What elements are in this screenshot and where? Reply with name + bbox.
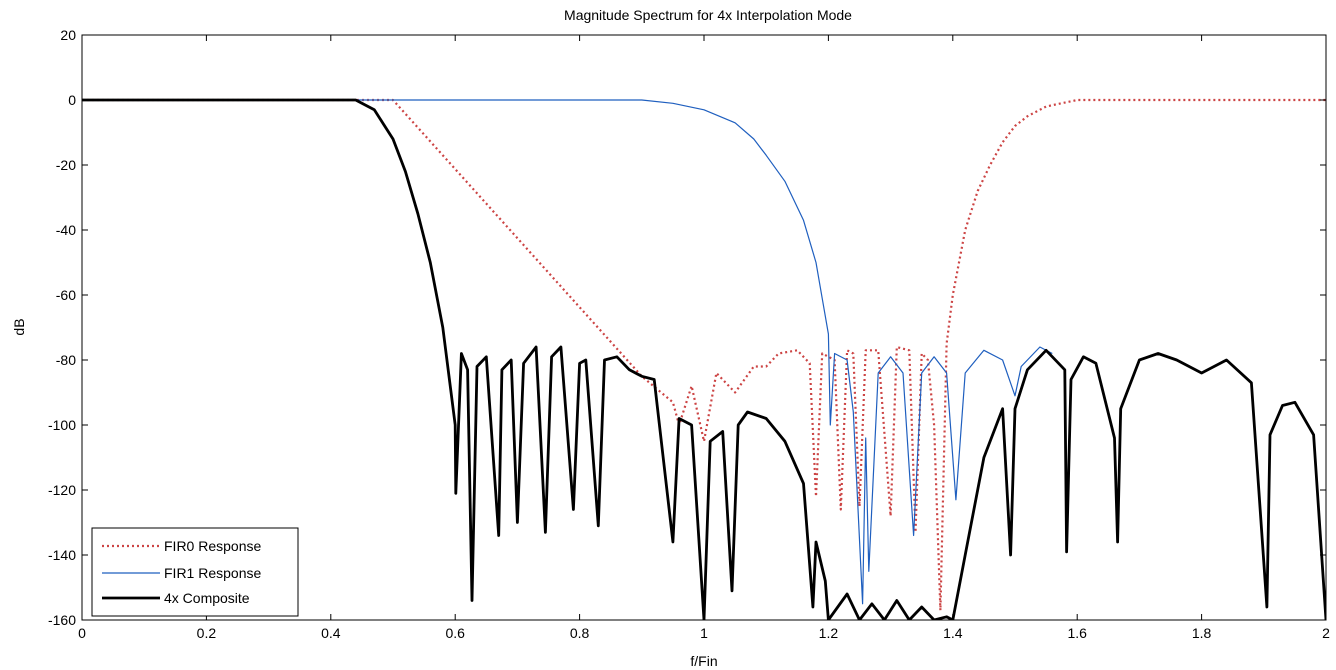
legend-label-fir1: FIR1 Response — [164, 565, 261, 581]
x-tick-label: 2 — [1322, 625, 1330, 641]
x-tick-label: 1 — [700, 625, 708, 641]
chart-legend: FIR0 Response FIR1 Response 4x Composite — [91, 527, 299, 617]
y-tick-label: -40 — [56, 222, 76, 238]
y-tick-label: -160 — [48, 612, 76, 628]
x-tick-label: 0 — [78, 625, 86, 641]
legend-label-composite: 4x Composite — [164, 590, 250, 606]
x-tick-label: 1.2 — [819, 625, 839, 641]
x-tick-label: 1.4 — [943, 625, 963, 641]
fir1-response-line — [82, 99, 1053, 605]
x-tick-label: 0.4 — [321, 625, 341, 641]
y-tick-label: -100 — [48, 417, 76, 433]
y-tick-label: -140 — [48, 547, 76, 563]
y-axis-label: dB — [11, 318, 27, 335]
x-axis-label: f/Fin — [690, 653, 717, 669]
composite-4x-line — [82, 98, 1326, 620]
y-tick-label: -60 — [56, 287, 76, 303]
y-tick-label: -120 — [48, 482, 76, 498]
x-tick-label: 0.6 — [445, 625, 465, 641]
x-tick-label: 0.8 — [570, 625, 590, 641]
chart-title: Magnitude Spectrum for 4x Interpolation … — [564, 7, 852, 23]
y-tick-label: -20 — [56, 157, 76, 173]
legend-box — [91, 527, 299, 617]
y-tick-label: 20 — [60, 27, 76, 43]
x-tick-label: 0.2 — [197, 625, 217, 641]
y-tick-label: 0 — [68, 92, 76, 108]
y-tick-label: -80 — [56, 352, 76, 368]
x-tick-label: 1.8 — [1192, 625, 1212, 641]
legend-label-fir0: FIR0 Response — [164, 538, 261, 554]
x-tick-label: 1.6 — [1067, 625, 1087, 641]
